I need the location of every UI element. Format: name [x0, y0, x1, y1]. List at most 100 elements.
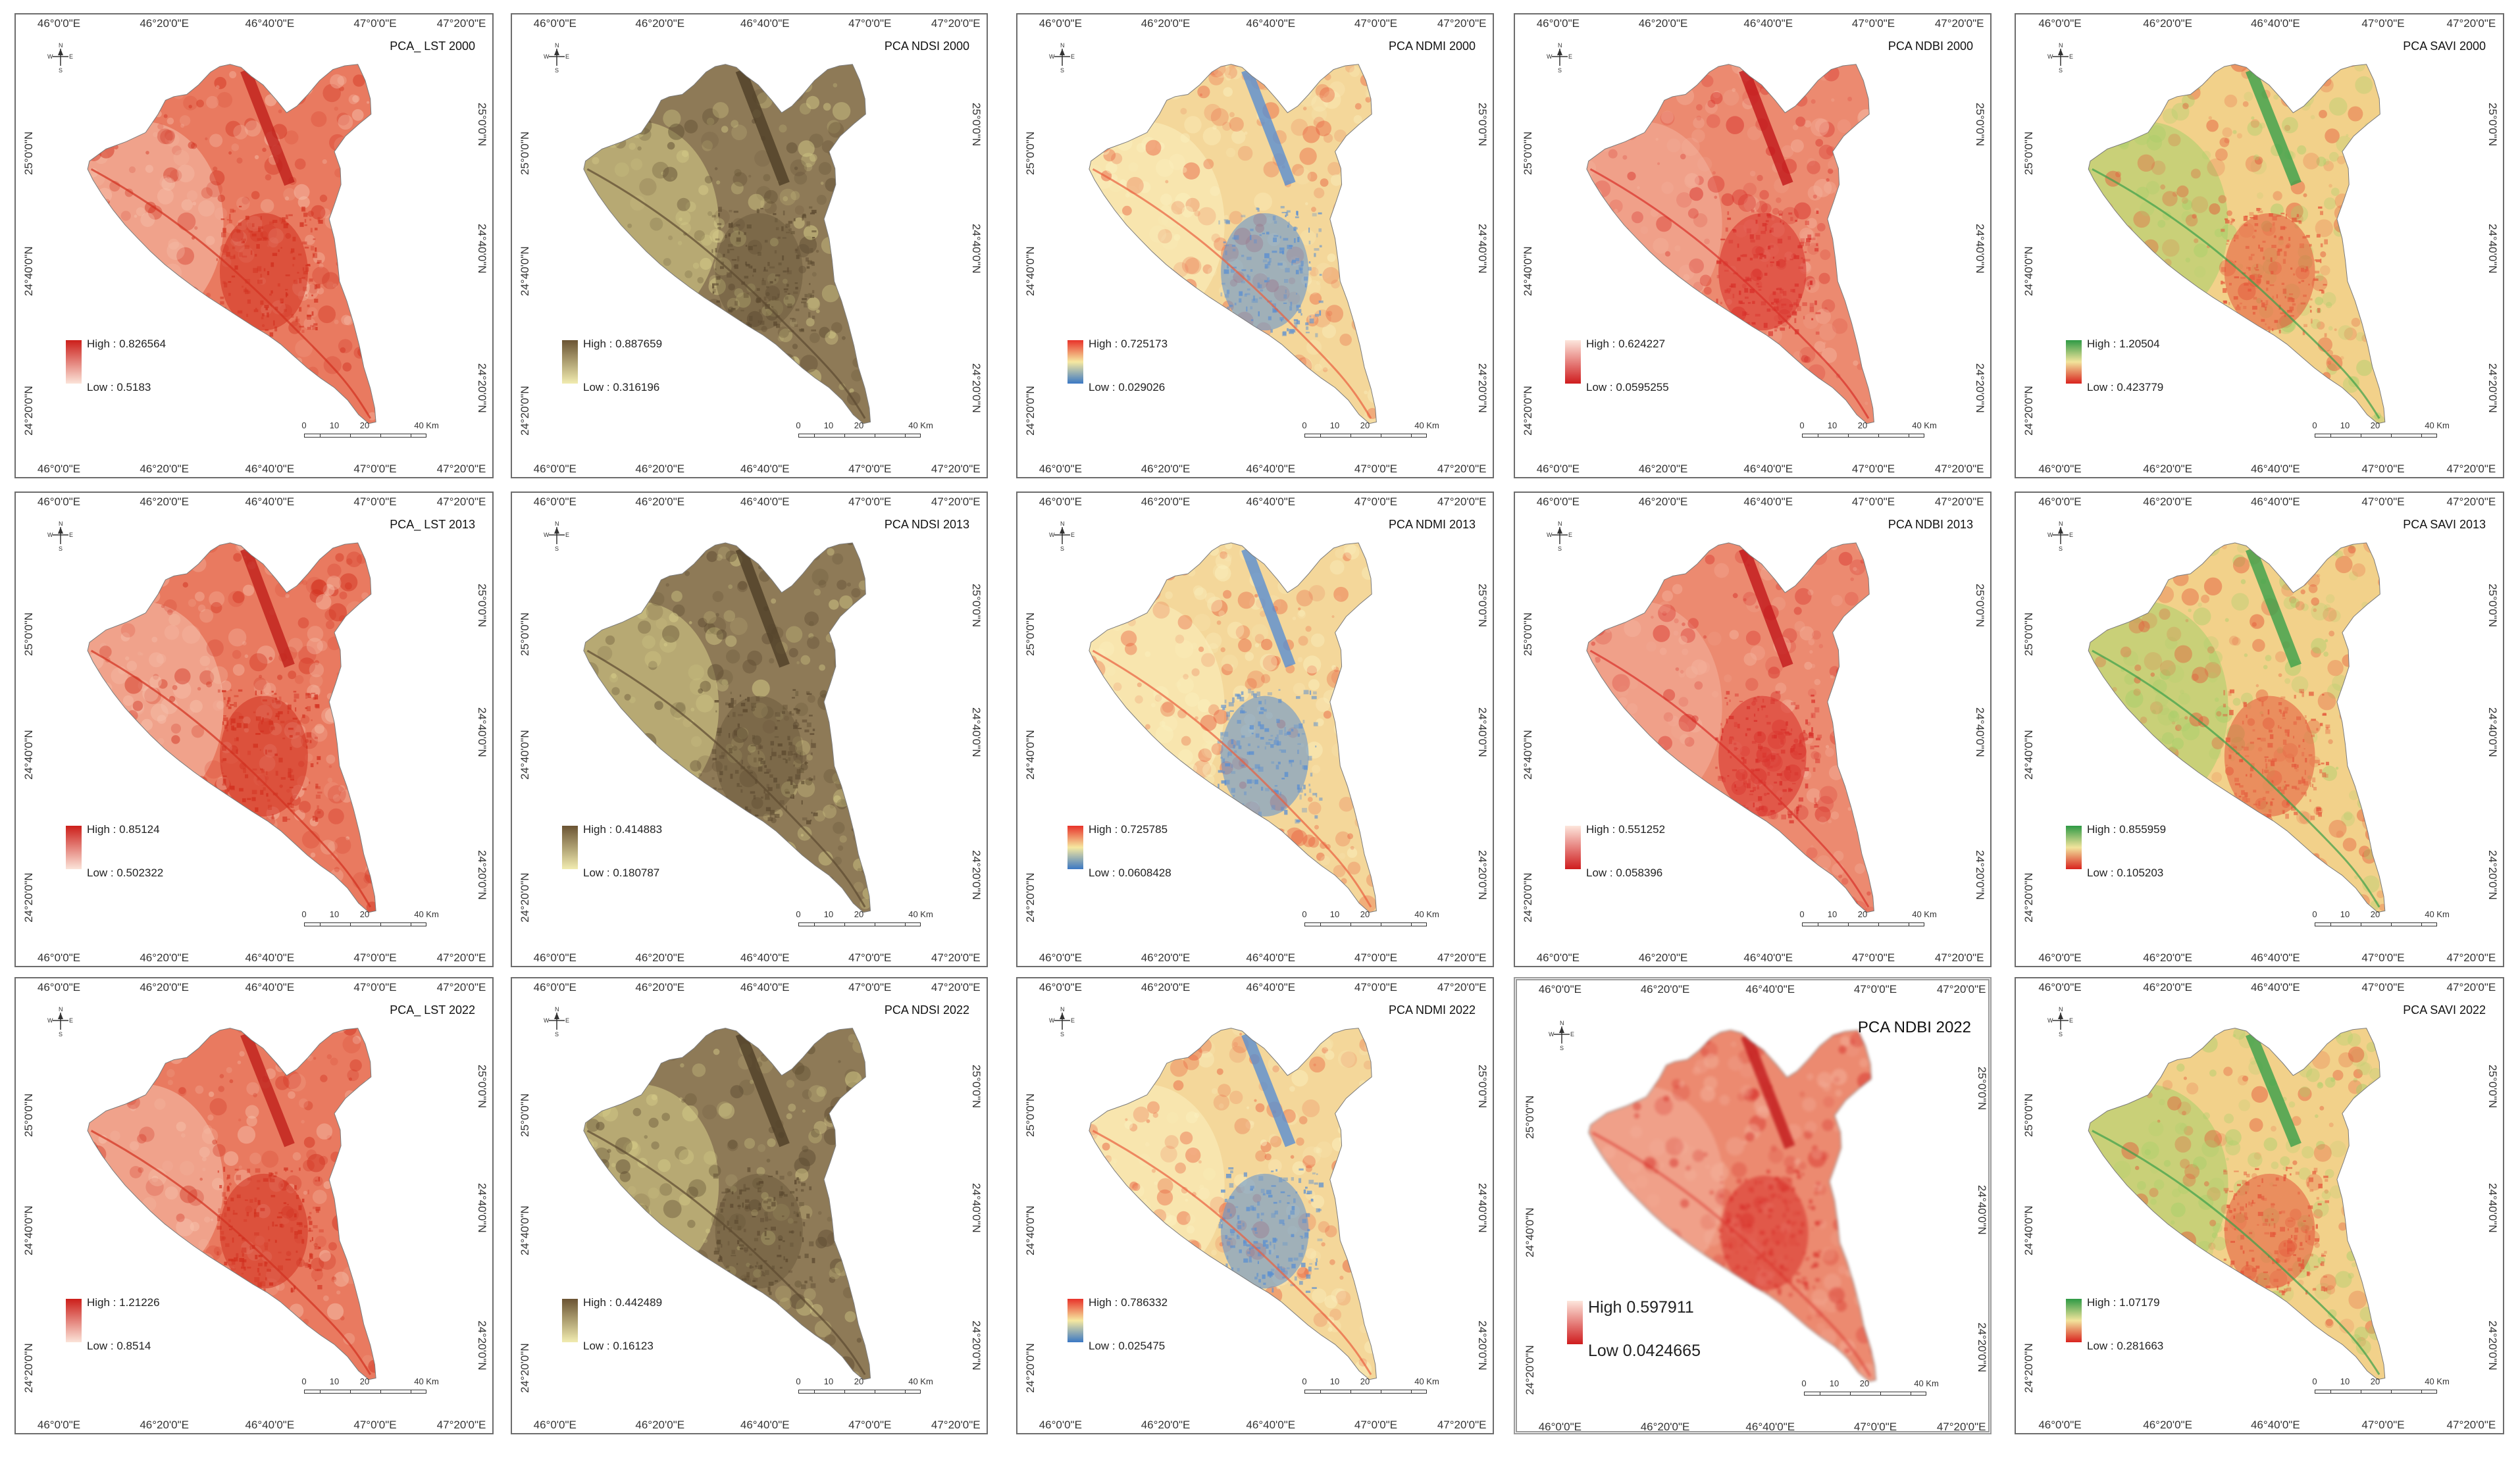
- compass-e: E: [1071, 532, 1075, 538]
- compass-w: W: [1049, 532, 1055, 538]
- lon-label-top: 46°20'0"E: [635, 495, 685, 508]
- lat-label-left: 24°40'0"N: [519, 1205, 531, 1256]
- lon-label-top: 46°0'0"E: [533, 981, 577, 994]
- compass-n: N: [59, 520, 63, 527]
- lon-label-top: 47°20'0"E: [931, 17, 981, 30]
- lat-label-right: 24°40'0"N: [2486, 707, 2499, 757]
- lon-label-bottom: 46°40'0"E: [740, 463, 790, 475]
- compass-e: E: [1071, 53, 1075, 60]
- compass-w: W: [1547, 532, 1553, 538]
- lon-label-bottom: 47°20'0"E: [1934, 463, 1984, 475]
- compass-n: N: [555, 1006, 559, 1013]
- lon-label-bottom: 46°0'0"E: [2038, 951, 2082, 964]
- lon-label-bottom: 46°20'0"E: [140, 463, 190, 475]
- lon-label-bottom: 46°0'0"E: [533, 1419, 577, 1431]
- lon-label-top: 47°0'0"E: [1853, 983, 1897, 996]
- legend-low-value: Low : 0.16123: [583, 1339, 654, 1352]
- lat-label-left: 24°20'0"N: [2022, 1343, 2035, 1393]
- study-area-map: [1089, 64, 1377, 424]
- lon-label-top: 46°40'0"E: [1246, 495, 1296, 508]
- map-title: PCA NDBI 2022: [1857, 1019, 1971, 1036]
- lat-label-left: 24°20'0"N: [2022, 386, 2035, 436]
- legend-high-value: High : 1.07179: [2087, 1296, 2160, 1309]
- lon-label-top: 46°0'0"E: [1039, 17, 1082, 30]
- legend-high-value: High : 0.887659: [583, 337, 663, 350]
- lat-label-left: 24°20'0"N: [22, 872, 35, 922]
- lon-label-bottom: 46°20'0"E: [635, 1419, 685, 1431]
- lon-label-bottom: 47°0'0"E: [848, 1419, 892, 1431]
- lat-label-left: 24°20'0"N: [1024, 872, 1037, 922]
- map-image: [1089, 64, 1377, 424]
- scale-label: 10: [823, 909, 834, 919]
- lon-label-top: 46°20'0"E: [140, 495, 190, 508]
- legend-low-value: Low : 0.0608428: [1089, 867, 1171, 880]
- scale-label: 40 Km: [908, 420, 933, 430]
- lon-label-bottom: 47°0'0"E: [848, 951, 892, 964]
- lon-label-bottom: 47°20'0"E: [931, 463, 981, 475]
- scale-label: 10: [823, 1376, 834, 1386]
- scale-label: 0: [1302, 420, 1307, 430]
- lon-label-top: 46°20'0"E: [2143, 495, 2192, 508]
- lon-label-top: 46°40'0"E: [1745, 983, 1795, 996]
- scale-bar: 0 10 20 40 Km: [1799, 420, 1937, 447]
- lon-label-bottom: 46°20'0"E: [635, 463, 685, 475]
- lon-label-top: 46°20'0"E: [1141, 981, 1191, 994]
- lon-label-top: 46°40'0"E: [245, 495, 295, 508]
- lat-label-right: 25°0'0"N: [1476, 102, 1489, 146]
- scale-label: 20: [1360, 420, 1370, 430]
- lat-label-left: 25°0'0"N: [1024, 612, 1037, 656]
- legend-color-ramp: [1067, 1298, 1083, 1342]
- lat-label-left: 25°0'0"N: [1522, 131, 1534, 175]
- legend-color-ramp: [562, 340, 578, 384]
- lat-label-right: 24°20'0"N: [2486, 1320, 2499, 1371]
- scale-label: 10: [1827, 420, 1838, 430]
- compass-s: S: [2059, 545, 2063, 552]
- legend-high-value: High : 0.725173: [1089, 337, 1168, 350]
- lon-label-bottom: 46°20'0"E: [1141, 1419, 1191, 1431]
- scale-label: 40 Km: [1414, 420, 1439, 430]
- compass-e: E: [565, 1017, 570, 1024]
- lon-label-top: 46°0'0"E: [37, 495, 81, 508]
- lon-label-top: 47°20'0"E: [1437, 17, 1487, 30]
- legend-color-ramp: [2066, 826, 2082, 870]
- lon-label-top: 46°20'0"E: [1638, 495, 1688, 508]
- lon-label-top: 46°0'0"E: [2038, 17, 2082, 30]
- scale-bar: 0 10 20 40 Km: [2312, 1376, 2450, 1403]
- lat-label-right: 24°20'0"N: [970, 1320, 983, 1371]
- lon-label-bottom: 47°0'0"E: [848, 463, 892, 475]
- map-image: [1089, 1028, 1377, 1380]
- lon-label-top: 47°0'0"E: [1851, 495, 1895, 508]
- compass-w: W: [2047, 1017, 2053, 1024]
- compass-n: N: [1060, 42, 1065, 49]
- lat-label-right: 24°20'0"N: [1976, 1322, 1988, 1373]
- lon-label-bottom: 46°20'0"E: [635, 951, 685, 964]
- compass-w: W: [2047, 53, 2053, 60]
- lat-label-right: 25°0'0"N: [1974, 583, 1986, 628]
- lat-label-right: 25°0'0"N: [2486, 583, 2499, 628]
- map-panel-lst-2000: PCA_ LST 2000 46°0'0"E 46°20'0"E 46°40'0"E 4…: [14, 13, 494, 478]
- scale-label: 40 Km: [414, 420, 439, 430]
- scale-label: 0: [796, 420, 801, 430]
- lon-label-top: 47°0'0"E: [2361, 495, 2405, 508]
- lon-label-bottom: 47°0'0"E: [1354, 1419, 1398, 1431]
- lon-label-bottom: 46°0'0"E: [1039, 1419, 1082, 1431]
- lat-label-left: 24°40'0"N: [2022, 1205, 2035, 1256]
- lon-label-bottom: 46°20'0"E: [1640, 1421, 1690, 1433]
- lat-label-right: 24°20'0"N: [970, 849, 983, 900]
- legend-low-value: Low : 0.029026: [1089, 380, 1166, 393]
- lon-label-top: 46°40'0"E: [2250, 981, 2300, 994]
- lon-label-bottom: 47°20'0"E: [1934, 951, 1984, 964]
- legend-low-value: Low : 0.316196: [583, 380, 660, 393]
- scale-bar: 0 10 20 40 Km: [1801, 1378, 1939, 1405]
- compass-s: S: [1060, 1031, 1065, 1038]
- map-panel-ndbi-2000: PCA NDBI 2000 46°0'0"E 46°20'0"E 46°40'0"E 4…: [1514, 13, 1992, 478]
- lon-label-top: 47°0'0"E: [2361, 17, 2405, 30]
- lat-label-left: 24°20'0"N: [1524, 1345, 1536, 1395]
- lat-label-right: 25°0'0"N: [1476, 1064, 1489, 1108]
- scale-label: 10: [823, 420, 834, 430]
- legend-color-ramp: [66, 1298, 82, 1342]
- map-image: [87, 64, 376, 424]
